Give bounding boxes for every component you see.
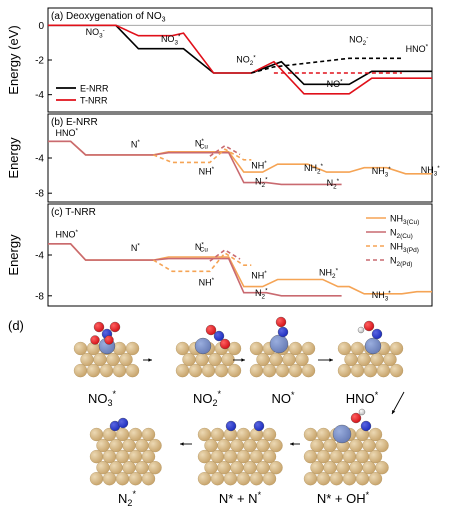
step-label-a-0: NO3-	[86, 27, 105, 40]
arrow-head	[392, 410, 396, 414]
series-line-c-1	[48, 243, 342, 297]
structure-hno	[337, 320, 404, 378]
series-line-c-3	[209, 248, 241, 262]
series-line-c-0	[48, 243, 432, 295]
series-line-b-3	[209, 144, 241, 157]
step-label-b-1: N*	[131, 139, 141, 150]
arrow-head	[180, 442, 184, 446]
legend-entry: T-NRR	[80, 96, 108, 106]
structure-no	[249, 316, 316, 378]
step-label-c-6: N2*	[255, 288, 268, 301]
series-line-b-1	[48, 140, 342, 186]
step-label-a-3: NO2-	[349, 35, 368, 48]
panel-title-c: (c) T-NRR	[51, 207, 96, 218]
structure-label: NO*	[271, 390, 295, 406]
step-label-c-1: N*	[131, 242, 141, 253]
panel-d-label: (d)	[8, 318, 24, 333]
y-tick-label: -4	[35, 154, 44, 165]
series-line-a-1	[48, 24, 432, 95]
structure-no2	[175, 324, 242, 378]
step-label-b-4: NH*	[251, 160, 267, 171]
legend-entry: NH3(Pd)	[390, 242, 419, 255]
step-label-c-2: N* Cu	[195, 241, 209, 253]
panel-title-b: (b) E-NRR	[51, 117, 98, 128]
step-label-a-1: NO3*	[161, 34, 181, 47]
panel-c: -4 -8 Energy HNO* N* N* Cu NH* NH* NH2* N2* NH3* (c)…	[6, 203, 433, 307]
arrow-head	[241, 358, 245, 362]
step-label-b-9: NH3*	[421, 165, 441, 178]
step-label-b-6: N2*	[255, 176, 268, 189]
y-axis-label-b: Energy	[6, 137, 21, 179]
structure-noh	[303, 408, 389, 486]
step-arrow	[391, 391, 405, 415]
series-line-c-2	[152, 251, 252, 273]
structure-label: N2*	[118, 489, 136, 508]
structure-n2	[89, 417, 162, 486]
step-label-b-3: NH*	[199, 166, 215, 177]
step-label-b-0: HNO*	[56, 127, 79, 138]
step-label-c-5: NH2*	[319, 267, 339, 280]
step-label-a-2: NO2*	[236, 55, 256, 68]
step-label-c-3: NH*	[199, 277, 215, 288]
arrow-head	[148, 358, 152, 362]
legend-entry: E-NRR	[80, 84, 109, 94]
step-label-b-7: N2*	[327, 178, 340, 191]
step-label-b-5: NH2*	[304, 163, 324, 176]
series-line-b-2	[153, 148, 252, 164]
y-tick-label: -8	[35, 189, 44, 200]
step-label-a-4: NO*	[327, 78, 344, 89]
legend-entry: N2(Cu)	[390, 228, 413, 241]
step-label-c-7: NH3*	[372, 290, 392, 303]
y-tick-label: -4	[35, 90, 44, 101]
y-tick-label: -2	[35, 56, 44, 67]
step-label-c-0: HNO*	[56, 229, 79, 240]
structure-label: NO2*	[193, 389, 222, 408]
structure-label: NO3*	[88, 389, 117, 408]
step-label-c-4: NH*	[251, 270, 267, 281]
step-label-a-5: HNO*	[406, 44, 429, 55]
plot-frame-b	[47, 113, 433, 203]
panel-d-structures: (d) NO3* NO2* NO* HNO* N2* N* + N* N* + OH*	[8, 316, 405, 508]
panel-title-a: (a) Deoxygenation of NO3	[51, 11, 166, 24]
arrow-head	[329, 358, 333, 362]
y-axis-label-a: Energy (eV)	[6, 25, 21, 94]
step-label-b-2: N* Cu	[195, 138, 209, 150]
structure-nn	[197, 420, 283, 486]
step-label-b-8: NH3*	[372, 166, 392, 179]
legend-entry: N2(Pd)	[390, 256, 412, 269]
panel-a: 0 -2 -4 Energy (eV) NO3- NO3* NO2* NO2- NO* HNO* (…	[6, 7, 433, 113]
structure-label: HNO*	[346, 390, 379, 406]
y-tick-label: -8	[35, 291, 44, 302]
y-axis-label-c: Energy	[6, 234, 21, 276]
structure-no3	[73, 321, 140, 378]
y-tick-label: 0	[38, 21, 44, 32]
structure-label: N* + OH*	[317, 490, 370, 506]
arrow-head	[290, 442, 294, 446]
structure-label: N* + N*	[219, 490, 262, 506]
legend-entry: NH3(Cu)	[390, 214, 419, 227]
y-tick-label: -4	[35, 251, 44, 262]
